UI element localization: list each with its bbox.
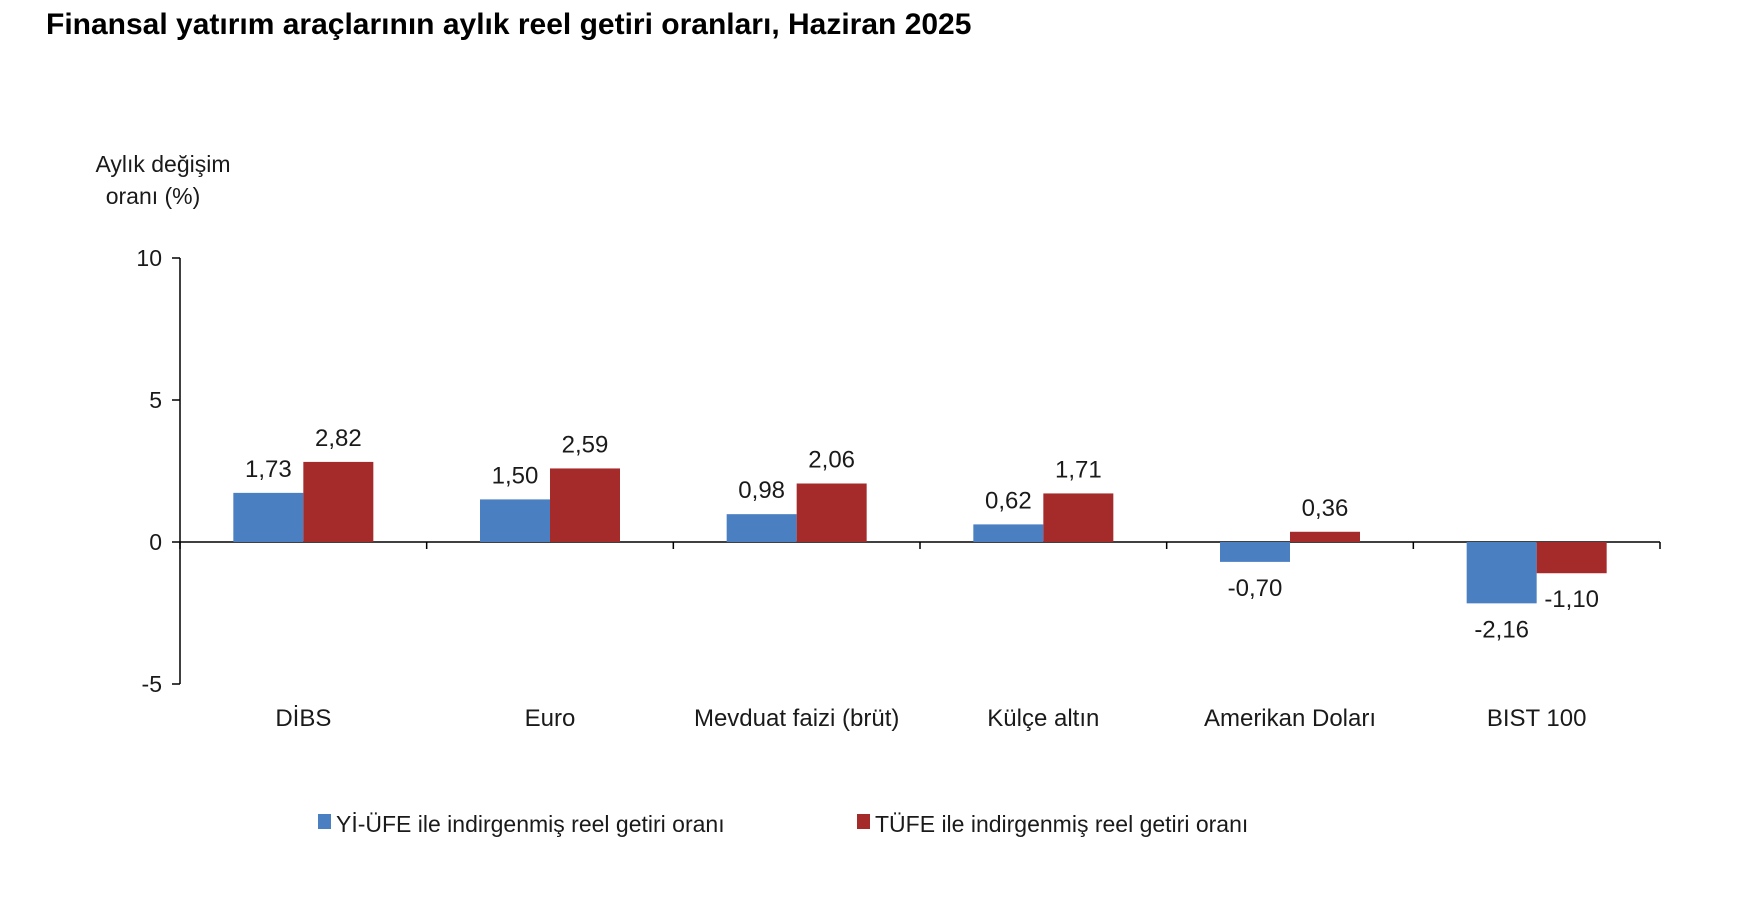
bar: [1536, 542, 1607, 574]
category-labels: DİBS Euro Mevduat faizi (brüt) Külçe altın A…: [275, 705, 1586, 732]
data-label: 1,71: [1055, 456, 1102, 483]
y-axis-label-line: oranı (%): [106, 183, 201, 209]
data-labels: 1,73 2,82 1,50 2,59 0,98 2,06 0,62 1,71 -0,70 0,3…: [245, 425, 1599, 643]
bar: [303, 461, 374, 542]
bar: [1220, 542, 1290, 562]
bars: [233, 461, 1607, 604]
data-label: 0,36: [1302, 495, 1349, 522]
y-tick-label: 0: [149, 529, 162, 555]
data-label: -0,70: [1228, 575, 1283, 602]
data-label: 1,50: [492, 462, 539, 489]
y-axis-label-line: Aylık değişim: [95, 151, 230, 177]
axes: 10 5 0 -5: [136, 245, 1661, 697]
data-label: -2,16: [1474, 616, 1529, 643]
data-label: 0,98: [738, 477, 785, 504]
data-label: 1,73: [245, 456, 292, 483]
y-axis-label: Aylık değişim oranı (%): [95, 151, 230, 209]
bar: [1290, 531, 1360, 542]
legend: Yİ-ÜFE ile indirgenmiş reel getiri oranı…: [318, 811, 1248, 837]
category-label: BIST 100: [1487, 705, 1587, 732]
data-label: 2,59: [562, 431, 609, 458]
y-tick-label: 10: [136, 245, 162, 271]
category-label: DİBS: [275, 705, 331, 732]
bar: [726, 514, 797, 542]
bar: [796, 483, 867, 542]
bar: [973, 524, 1044, 542]
bar: [480, 499, 550, 542]
category-label: Amerikan Doları: [1204, 705, 1376, 732]
data-label: -1,10: [1544, 586, 1599, 613]
legend-swatch: [318, 814, 331, 829]
data-label: 2,06: [808, 446, 855, 473]
category-label: Mevduat faizi (brüt): [694, 705, 899, 732]
data-label: 2,82: [315, 425, 362, 452]
bar: [550, 468, 620, 542]
category-label: Euro: [525, 705, 576, 732]
y-tick-label: 5: [149, 387, 162, 413]
category-label: Külçe altın: [987, 705, 1099, 732]
legend-label: TÜFE ile indirgenmiş reel getiri oranı: [875, 811, 1248, 837]
y-tick-label: -5: [142, 671, 162, 697]
bar: [1466, 542, 1537, 604]
bar: [1043, 493, 1114, 542]
legend-swatch: [857, 814, 870, 829]
data-label: 0,62: [985, 487, 1032, 514]
chart-title: Finansal yatırım araçlarının aylık reel …: [46, 8, 972, 41]
bar: [233, 492, 304, 542]
legend-label: Yİ-ÜFE ile indirgenmiş reel getiri oranı: [336, 811, 725, 837]
